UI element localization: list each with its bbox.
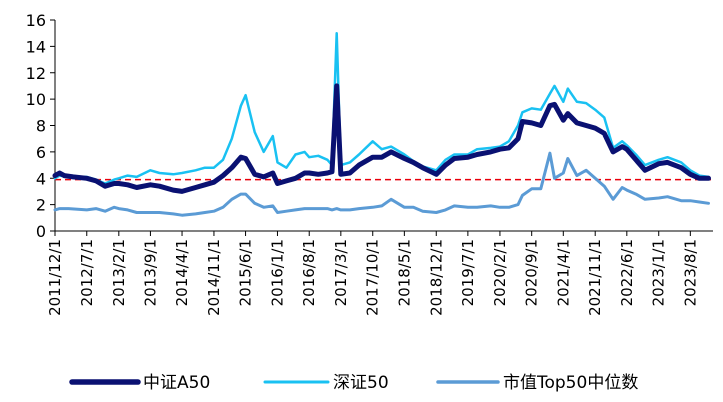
x-tick-label: 2016/1/1 — [268, 239, 286, 306]
x-tick-label: 2017/3/1 — [332, 239, 350, 306]
x-tick-label: 2018/12/1 — [427, 239, 445, 316]
x-tick-label: 2019/7/1 — [459, 239, 477, 306]
y-axis: 0 2 4 6 8 10 12 14 16 — [26, 11, 56, 241]
x-tick-label: 2013/2/1 — [110, 239, 128, 306]
y-tick-label: 10 — [26, 90, 46, 109]
series-group — [52, 31, 711, 217]
legend-label-1: 深证50 — [333, 373, 389, 393]
legend-label-2: 市值Top50中位数 — [503, 373, 638, 393]
x-tick-label: 2014/11/1 — [205, 239, 223, 316]
y-tick-label: 2 — [36, 196, 46, 215]
x-tick-label: 2020/9/1 — [523, 239, 541, 306]
x-tick-label: 2012/7/1 — [78, 239, 96, 306]
series-line-0 — [52, 83, 711, 194]
x-tick-label: 2017/10/1 — [364, 239, 382, 316]
y-tick-label: 8 — [36, 117, 46, 136]
series-line-1 — [53, 31, 710, 185]
y-tick-label: 16 — [26, 11, 46, 30]
y-tick-label: 4 — [36, 169, 46, 188]
legend-label-0: 中证A50 — [143, 373, 210, 393]
y-tick-label: 6 — [36, 143, 46, 162]
x-tick-label: 2018/5/1 — [395, 239, 413, 306]
x-tick-label: 2023/1/1 — [650, 239, 668, 306]
x-axis: 2011/12/1 2012/7/1 2013/2/1 2013/9/1 2014/4/… — [46, 230, 713, 316]
x-tick-label: 2021/11/1 — [586, 239, 604, 316]
x-tick-label: 2014/4/1 — [173, 239, 191, 306]
y-tick-label: 14 — [26, 37, 46, 56]
x-tick-label: 2011/12/1 — [46, 239, 64, 316]
x-tick-label: 2020/2/1 — [491, 239, 509, 306]
x-tick-label: 2022/6/1 — [618, 239, 636, 306]
x-tick-label: 2023/8/1 — [681, 239, 699, 306]
x-tick-label: 2016/8/1 — [300, 239, 318, 306]
legend: 中证A50 深证50 市值Top50中位数 — [69, 373, 638, 393]
y-tick-label: 12 — [26, 64, 46, 83]
x-tick-label: 2015/6/1 — [237, 239, 255, 306]
x-tick-label: 2021/4/1 — [554, 239, 572, 306]
y-tick-label: 0 — [36, 222, 46, 241]
x-tick-label: 2013/9/1 — [141, 239, 159, 306]
series-line-2 — [53, 151, 710, 217]
